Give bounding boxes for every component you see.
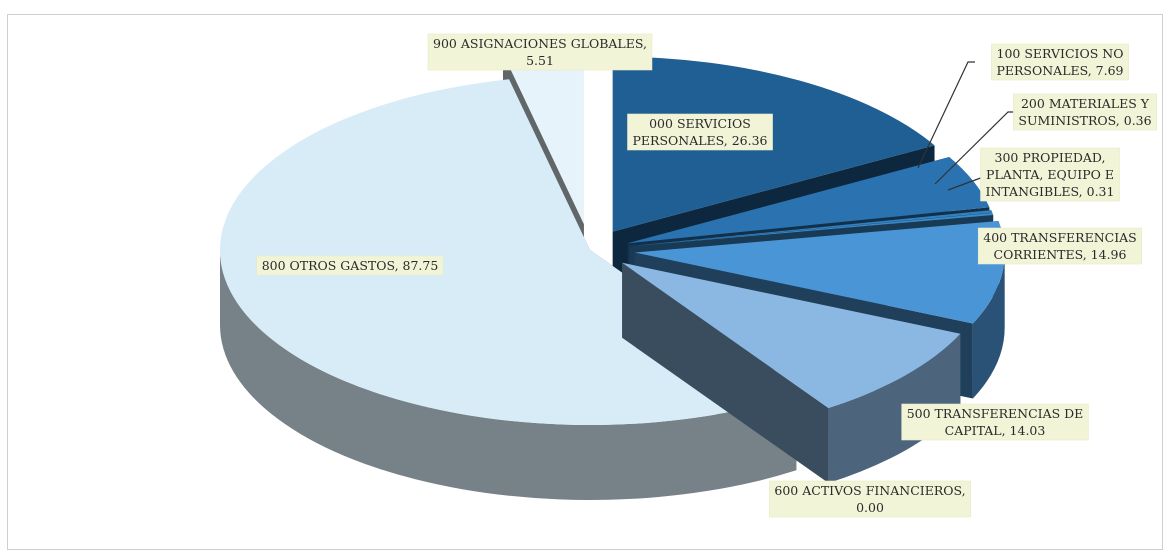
slice-wall-400-transferencias-corrientes	[972, 252, 1005, 399]
data-label-text-500-transferencias-de-capital: 500 TRANSFERENCIAS DE CAPITAL, 14.03	[907, 406, 1084, 438]
data-label-400-transferencias-corrientes: 400 TRANSFERENCIAS CORRIENTES, 14.96	[977, 227, 1143, 265]
leader-line-300-propiedad-planta-equipo-e-intangibles	[947, 175, 987, 191]
data-label-text-600-activos-financieros: 600 ACTIVOS FINANCIEROS, 0.00	[774, 483, 965, 515]
data-label-500-transferencias-de-capital: 500 TRANSFERENCIAS DE CAPITAL, 14.03	[901, 403, 1089, 441]
leader-line-200-materiales-y-suministros	[934, 111, 1015, 185]
label-box-600-activos-financieros	[769, 480, 971, 518]
leader-line-100-servicios-no-personales	[917, 61, 975, 169]
data-label-text-000-servicios-personales: 000 SERVICIOS PERSONALES, 26.36	[633, 116, 768, 148]
label-box-500-transferencias-de-capital	[901, 403, 1089, 441]
slice-top-100-servicios-no-personales	[627, 157, 990, 244]
slice-top-300-propiedad-planta-equipo-e-intangibles	[629, 212, 994, 247]
data-label-text-100-servicios-no-personales: 100 SERVICIOS NO PERSONALES, 7.69	[996, 46, 1123, 78]
slice-top-500-transferencias-de-capital	[622, 262, 961, 409]
data-label-600-activos-financieros: 600 ACTIVOS FINANCIEROS, 0.00	[769, 480, 971, 518]
label-box-800-otros-gastos	[256, 255, 444, 276]
label-box-100-servicios-no-personales	[991, 43, 1129, 81]
slice-top-200-materiales-y-suministros	[629, 210, 993, 247]
label-box-900-asignaciones-globales	[427, 33, 653, 71]
label-box-300-propiedad-planta-equipo-e-intangibles	[980, 147, 1120, 202]
label-box-200-materiales-y-suministros	[1013, 93, 1157, 131]
data-label-text-300-propiedad-planta-equipo-e-intangibles: 300 PROPIEDAD, PLANTA, EQUIPO E INTANGIBLE…	[986, 150, 1115, 199]
slice-wall-800-otros-gastos	[220, 250, 797, 500]
slice-top-900-asignaciones-globales	[503, 49, 584, 225]
data-label-200-materiales-y-suministros: 200 MATERIALES Y SUMINISTROS, 0.36	[934, 93, 1157, 185]
data-label-text-200-materiales-y-suministros: 200 MATERIALES Y SUMINISTROS, 0.36	[1018, 96, 1151, 128]
data-label-text-800-otros-gastos: 800 OTROS GASTOS, 87.75	[262, 258, 439, 273]
slice-500-transferencias-de-capital	[622, 262, 961, 484]
data-label-100-servicios-no-personales: 100 SERVICIOS NO PERSONALES, 7.69	[917, 43, 1129, 169]
slice-top-000-servicios-personales	[612, 56, 935, 232]
data-label-text-900-asignaciones-globales: 900 ASIGNACIONES GLOBALES, 5.51	[433, 36, 647, 68]
slice-side-500-transferencias-de-capital-1	[622, 262, 829, 484]
slice-top-400-transferencias-corrientes	[634, 221, 1005, 324]
data-label-000-servicios-personales: 000 SERVICIOS PERSONALES, 26.36	[627, 113, 773, 151]
slice-wall-500-transferencias-de-capital	[828, 333, 961, 484]
data-label-800-otros-gastos: 800 OTROS GASTOS, 87.75	[256, 255, 444, 276]
data-label-300-propiedad-planta-equipo-e-intangibles: 300 PROPIEDAD, PLANTA, EQUIPO E INTANGIBLE…	[947, 147, 1120, 202]
data-label-text-400-transferencias-corrientes: 400 TRANSFERENCIAS CORRIENTES, 14.96	[983, 230, 1136, 262]
data-label-900-asignaciones-globales: 900 ASIGNACIONES GLOBALES, 5.51	[427, 33, 653, 71]
label-box-400-transferencias-corrientes	[977, 227, 1143, 265]
label-box-000-servicios-personales	[627, 113, 773, 151]
